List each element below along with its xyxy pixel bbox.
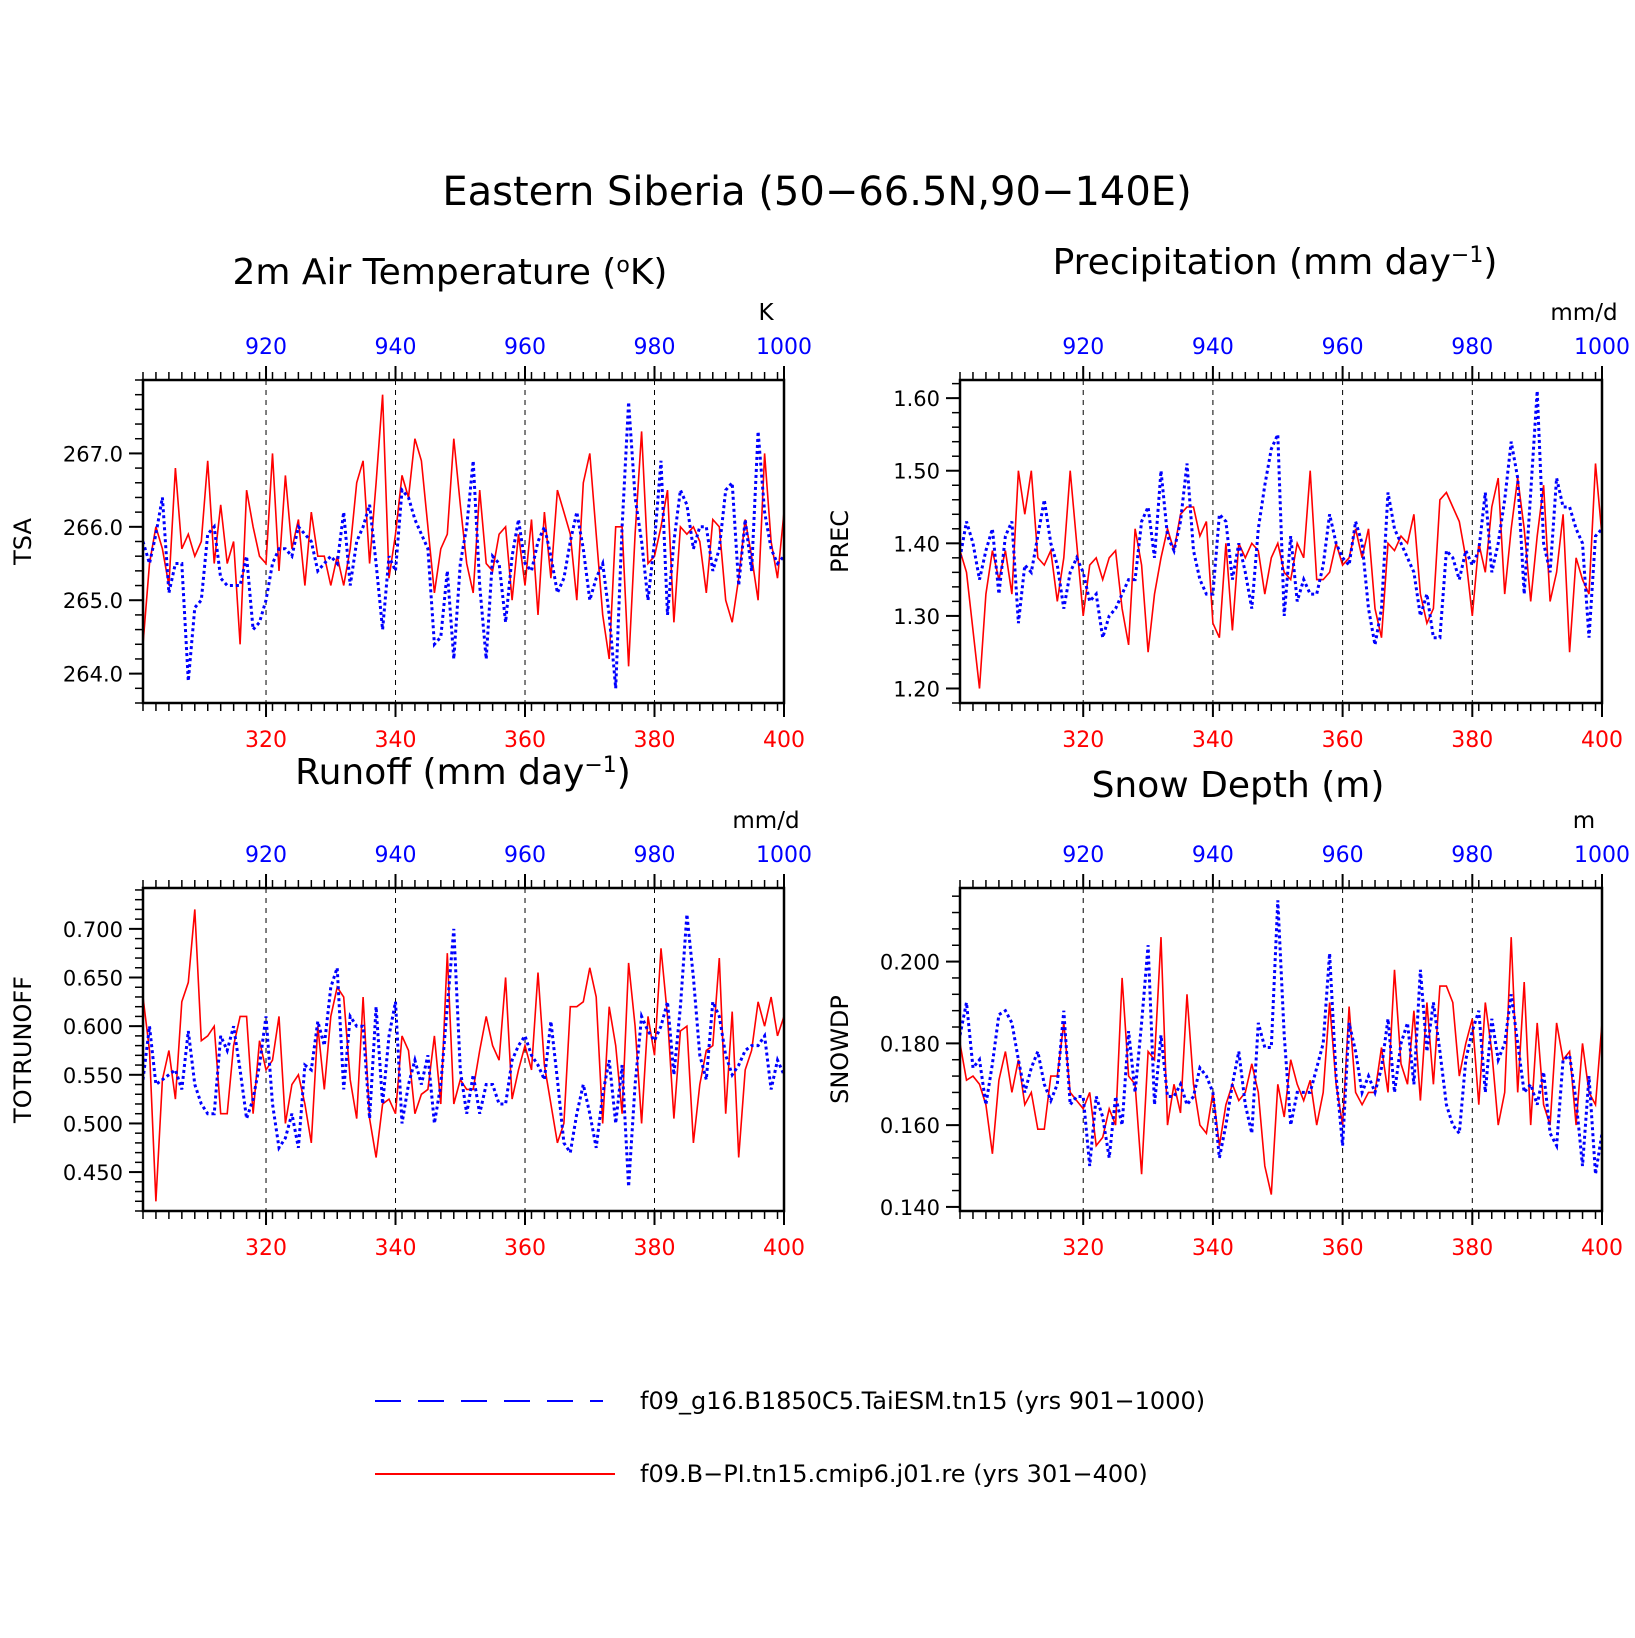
x-tick-label-top: 980 — [634, 843, 676, 868]
figure-title: Eastern Siberia (50−66.5N,90−140E) — [442, 169, 1191, 215]
series-line-red-tsa — [143, 394, 784, 667]
x-tick-label-top: 940 — [1192, 843, 1234, 868]
panel-title-totrunoff: Runoff (mm day−1) — [295, 752, 631, 793]
series-line-blue-totrunoff — [143, 914, 784, 1187]
x-tick-label-top: 1000 — [756, 335, 812, 360]
y-tick-label: 0.160 — [880, 1114, 940, 1138]
y-tick-label: 1.40 — [893, 532, 940, 556]
series-line-blue-snowdp — [960, 900, 1602, 1175]
y-tick-label: 0.450 — [63, 1161, 123, 1185]
y-tick-label: 266.0 — [63, 516, 123, 540]
x-tick-label-bottom: 320 — [245, 728, 287, 753]
series-line-blue-tsa — [143, 401, 784, 689]
x-tick-label-top: 960 — [1322, 843, 1364, 868]
x-tick-label-top: 980 — [1451, 335, 1493, 360]
x-tick-label-top: 980 — [1451, 843, 1493, 868]
x-tick-label-top: 940 — [1192, 335, 1234, 360]
x-tick-label-top: 920 — [1062, 335, 1104, 360]
y-tick-label: 265.0 — [63, 589, 123, 613]
y-tick-label: 0.500 — [63, 1112, 123, 1136]
x-tick-label-bottom: 380 — [1451, 728, 1493, 753]
x-tick-label-bottom: 400 — [1581, 1236, 1623, 1261]
x-tick-label-bottom: 360 — [1322, 728, 1364, 753]
x-tick-label-top: 940 — [375, 335, 417, 360]
y-tick-label: 0.140 — [880, 1196, 940, 1220]
x-tick-label-bottom: 340 — [375, 728, 417, 753]
y-tick-label: 0.180 — [880, 1032, 940, 1056]
series-line-red-snowdp — [960, 937, 1602, 1195]
plot-frame-tsa — [141, 378, 786, 705]
x-tick-label-bottom: 340 — [1192, 1236, 1234, 1261]
y-tick-label: 1.30 — [893, 605, 940, 629]
y-tick-label: 1.20 — [893, 677, 940, 701]
y-tick-label: 0.200 — [880, 951, 940, 975]
y-tick-label: 1.60 — [893, 387, 940, 411]
x-tick-label-bottom: 400 — [1581, 728, 1623, 753]
x-tick-label-top: 940 — [375, 843, 417, 868]
x-tick-label-top: 960 — [1322, 335, 1364, 360]
y-axis-label-tsa: TSA — [9, 518, 37, 566]
x-tick-label-bottom: 340 — [375, 1236, 417, 1261]
x-tick-label-bottom: 360 — [1322, 1236, 1364, 1261]
x-tick-label-bottom: 380 — [1451, 1236, 1493, 1261]
y-tick-label: 0.600 — [63, 1015, 123, 1039]
plot-frame-snowdp — [958, 886, 1604, 1213]
legend-label-blue: f09_g16.B1850C5.TaiESM.tn15 (yrs 901−100… — [640, 1387, 1205, 1415]
panel-snow-depth: Snow Depth (m) m SNOWDP 0.140 0.160 0.180 0.20… — [826, 765, 1630, 1261]
legend-label-red: f09.B−PI.tn15.cmip6.j01.re (yrs 301−400) — [640, 1460, 1148, 1488]
series-line-blue-prec — [960, 390, 1602, 646]
x-tick-label-bottom: 320 — [1062, 728, 1104, 753]
x-tick-label-top: 1000 — [1574, 335, 1630, 360]
x-tick-label-top: 1000 — [756, 843, 812, 868]
plot-frame-prec — [958, 378, 1604, 705]
units-label-snowdp: m — [1573, 808, 1595, 834]
y-tick-label: 264.0 — [63, 663, 123, 687]
units-label-prec: mm/d — [1550, 300, 1617, 326]
panel-runoff: Runoff (mm day−1) mm/d TOTRUNOFF 0.450 0.500… — [9, 752, 812, 1261]
x-tick-label-bottom: 360 — [504, 728, 546, 753]
y-axis-label-snowdp: SNOWDP — [826, 995, 854, 1104]
panel-title-tsa: 2m Air Temperature (oK) — [233, 252, 668, 293]
units-label-totrunoff: mm/d — [732, 808, 799, 834]
y-tick-label: 1.50 — [893, 460, 940, 484]
y-axis-label-totrunoff: TOTRUNOFF — [9, 976, 37, 1124]
x-tick-label-bottom: 380 — [634, 1236, 676, 1261]
x-tick-label-top: 920 — [245, 335, 287, 360]
panel-title-prec: Precipitation (mm day−1) — [1053, 242, 1498, 283]
x-tick-label-bottom: 360 — [504, 1236, 546, 1261]
x-tick-label-top: 920 — [1062, 843, 1104, 868]
units-label-tsa: K — [758, 300, 774, 326]
x-tick-label-bottom: 400 — [763, 1236, 805, 1261]
x-tick-label-top: 980 — [634, 335, 676, 360]
legend: f09_g16.B1850C5.TaiESM.tn15 (yrs 901−100… — [375, 1387, 1205, 1488]
x-tick-label-top: 920 — [245, 843, 287, 868]
x-tick-label-bottom: 340 — [1192, 728, 1234, 753]
y-tick-label: 0.700 — [63, 918, 123, 942]
x-tick-label-top: 960 — [504, 335, 546, 360]
y-tick-label: 0.550 — [63, 1064, 123, 1088]
plot-frame-totrunoff — [141, 886, 786, 1213]
y-axis-label-prec: PREC — [826, 510, 854, 573]
panel-air-temperature: 2m Air Temperature (oK) K TSA 264.0 265.0 266… — [9, 252, 812, 753]
y-tick-label: 0.650 — [63, 967, 123, 991]
panel-precipitation: Precipitation (mm day−1) mm/d PREC 1.20 1.30… — [826, 242, 1630, 753]
x-tick-label-bottom: 320 — [245, 1236, 287, 1261]
x-tick-label-bottom: 380 — [634, 728, 676, 753]
x-tick-label-bottom: 320 — [1062, 1236, 1104, 1261]
y-tick-label: 267.0 — [63, 442, 123, 466]
x-tick-label-bottom: 400 — [763, 728, 805, 753]
x-tick-label-top: 1000 — [1574, 843, 1630, 868]
x-tick-label-top: 960 — [504, 843, 546, 868]
panel-title-snowdp: Snow Depth (m) — [1092, 765, 1385, 806]
